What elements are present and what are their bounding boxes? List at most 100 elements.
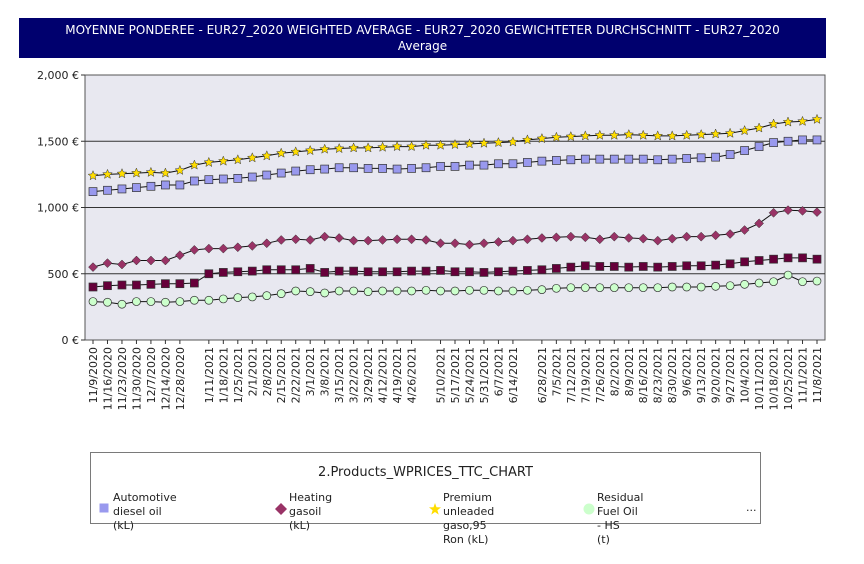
data-point	[478, 137, 490, 148]
data-point	[117, 259, 127, 270]
x-tick-label: 9/6/2021	[681, 347, 694, 396]
data-point	[407, 286, 416, 296]
data-point	[666, 130, 678, 141]
series-1	[88, 205, 822, 272]
x-tick-label: 8/2/2021	[608, 347, 621, 396]
data-point	[349, 163, 358, 173]
data-point	[798, 253, 807, 263]
data-point	[233, 174, 243, 183]
data-point	[218, 243, 229, 254]
data-point	[754, 278, 764, 288]
data-point	[363, 164, 373, 173]
legend-circle-marker-icon	[583, 503, 595, 515]
x-tick-label: 5/10/2021	[435, 347, 448, 403]
data-point	[494, 159, 503, 169]
x-tick-label: 8/23/2021	[652, 347, 665, 403]
data-point	[203, 156, 215, 168]
data-point	[204, 175, 214, 185]
data-point	[276, 265, 286, 275]
data-point	[609, 231, 620, 242]
legend-more-indicator[interactable]: ...	[746, 501, 757, 514]
x-tick-label: 4/19/2021	[391, 347, 404, 403]
data-point	[580, 283, 590, 293]
data-point	[290, 234, 301, 245]
chart-title-line2: Average	[397, 39, 448, 53]
data-point	[161, 297, 170, 307]
x-tick-label: 11/30/2020	[130, 347, 143, 410]
data-point	[131, 167, 142, 178]
data-point	[754, 256, 764, 265]
data-point	[739, 124, 751, 136]
x-tick-label: 11/8/2021	[811, 347, 824, 403]
data-point	[103, 281, 112, 291]
data-point	[334, 163, 344, 173]
x-tick-label: 12/28/2020	[174, 347, 187, 410]
data-point	[247, 241, 258, 251]
data-point	[579, 130, 591, 141]
x-tick-label: 7/19/2021	[579, 347, 592, 403]
data-point	[406, 234, 417, 245]
data-point	[753, 122, 765, 133]
data-point	[378, 286, 387, 296]
data-point	[566, 262, 576, 272]
x-tick-label: 4/26/2021	[406, 347, 419, 403]
y-tick-label: 0 €	[62, 334, 80, 347]
data-point	[811, 113, 823, 124]
data-point	[117, 280, 127, 290]
data-point	[378, 164, 387, 173]
data-point	[218, 174, 228, 184]
data-point	[131, 255, 142, 266]
series-2	[87, 113, 823, 181]
data-point	[782, 116, 794, 127]
data-point	[103, 297, 112, 307]
data-point	[421, 285, 431, 295]
data-point	[349, 286, 358, 296]
data-point	[653, 283, 663, 293]
y-tick-label: 1,500 €	[37, 135, 79, 148]
data-point	[682, 154, 692, 163]
data-point	[291, 286, 301, 296]
data-point	[783, 205, 793, 216]
data-point	[464, 239, 475, 250]
x-tick-label: 1/18/2021	[217, 347, 230, 403]
data-point	[305, 165, 315, 175]
data-point	[523, 266, 532, 275]
data-point	[479, 268, 489, 277]
data-point	[348, 142, 360, 153]
data-point	[696, 231, 707, 242]
data-point	[609, 154, 619, 164]
data-point	[233, 267, 243, 277]
data-point	[783, 253, 793, 263]
data-point	[87, 170, 99, 181]
data-point	[464, 138, 475, 149]
chart-title: MOYENNE PONDEREE - EUR27_2020 WEIGHTED A…	[19, 18, 826, 58]
data-point	[609, 283, 619, 293]
data-point	[724, 127, 736, 138]
data-point	[117, 299, 127, 309]
data-point	[494, 267, 503, 277]
x-tick-label: 7/26/2021	[594, 347, 607, 403]
legend-label: Premium unleaded gaso,95 Ron (kL)	[443, 491, 495, 546]
data-point	[552, 283, 561, 293]
x-tick-label: 3/1/2021	[304, 347, 317, 396]
data-point	[637, 129, 649, 140]
data-point	[739, 225, 750, 235]
data-point	[653, 262, 663, 272]
data-point	[652, 130, 664, 141]
x-tick-label: 9/20/2021	[710, 347, 723, 403]
data-point	[175, 180, 185, 190]
data-point	[537, 265, 547, 275]
data-point	[653, 155, 663, 165]
data-point	[407, 266, 416, 276]
x-tick-label: 8/30/2021	[666, 347, 679, 403]
data-point	[493, 237, 504, 247]
legend-star-marker-icon	[429, 503, 441, 515]
data-point	[537, 233, 547, 243]
x-tick-label: 5/17/2021	[449, 347, 462, 403]
data-point	[161, 279, 170, 289]
data-point	[319, 231, 330, 242]
data-point	[391, 140, 403, 152]
data-point	[378, 267, 387, 277]
data-point	[523, 158, 532, 167]
data-point	[102, 258, 113, 269]
